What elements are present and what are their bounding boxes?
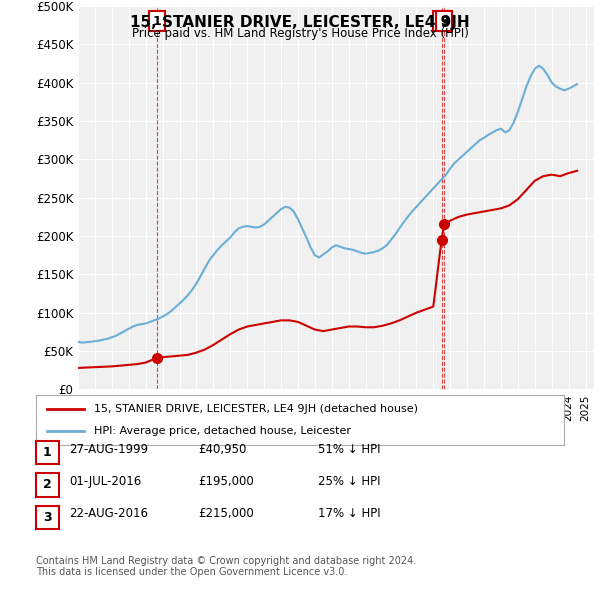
Text: £195,000: £195,000 xyxy=(198,475,254,488)
Text: 27-AUG-1999: 27-AUG-1999 xyxy=(69,442,148,455)
Text: 17% ↓ HPI: 17% ↓ HPI xyxy=(318,507,380,520)
Text: 15, STANIER DRIVE, LEICESTER, LE4 9JH (detached house): 15, STANIER DRIVE, LEICESTER, LE4 9JH (d… xyxy=(94,404,418,414)
Text: 1: 1 xyxy=(152,15,161,28)
Text: £40,950: £40,950 xyxy=(198,442,247,455)
Text: Contains HM Land Registry data © Crown copyright and database right 2024.
This d: Contains HM Land Registry data © Crown c… xyxy=(36,556,416,578)
Text: 2: 2 xyxy=(43,478,52,491)
Text: 51% ↓ HPI: 51% ↓ HPI xyxy=(318,442,380,455)
Text: 25% ↓ HPI: 25% ↓ HPI xyxy=(318,475,380,488)
Text: 01-JUL-2016: 01-JUL-2016 xyxy=(69,475,141,488)
Text: 1: 1 xyxy=(43,446,52,459)
Text: 3: 3 xyxy=(440,15,448,28)
Text: HPI: Average price, detached house, Leicester: HPI: Average price, detached house, Leic… xyxy=(94,427,351,437)
Text: 3: 3 xyxy=(43,511,52,524)
Text: 15, STANIER DRIVE, LEICESTER, LE4 9JH: 15, STANIER DRIVE, LEICESTER, LE4 9JH xyxy=(130,15,470,30)
Text: 22-AUG-2016: 22-AUG-2016 xyxy=(69,507,148,520)
Text: £215,000: £215,000 xyxy=(198,507,254,520)
Text: Price paid vs. HM Land Registry's House Price Index (HPI): Price paid vs. HM Land Registry's House … xyxy=(131,27,469,40)
Text: 2: 2 xyxy=(437,15,446,28)
